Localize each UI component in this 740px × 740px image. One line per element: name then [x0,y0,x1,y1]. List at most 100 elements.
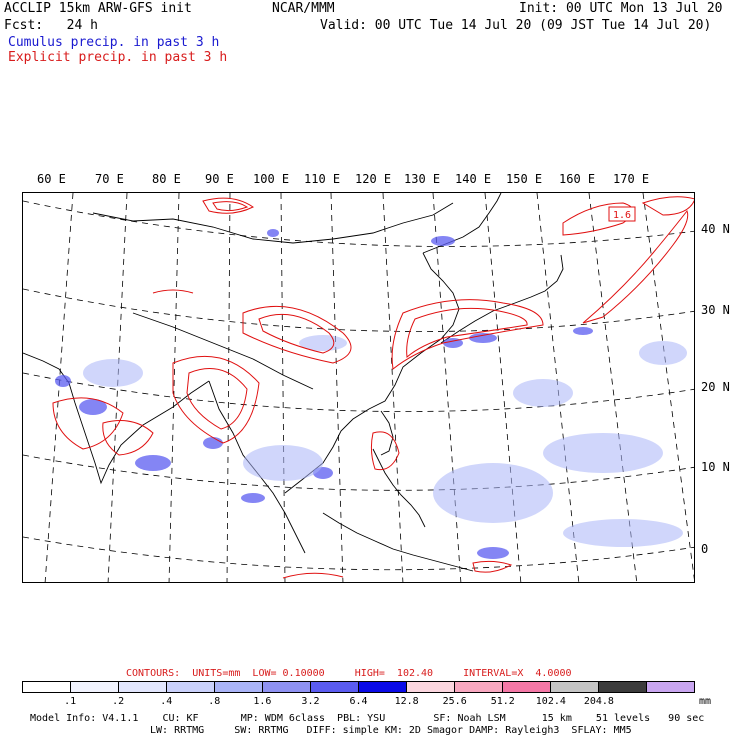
lon-label: 130 E [404,172,441,186]
explicit-contour [202,197,254,214]
philippines-coastline [372,448,426,528]
colorbar-cell [551,682,599,692]
meridian-line [432,193,462,582]
explicit-contour [212,201,249,212]
explicit-contour [282,572,344,579]
colorbar-tick-label: 102.4 [535,696,566,707]
lon-label: 160 E [559,172,596,186]
cumulus-area [243,445,323,481]
lon-label: 120 E [355,172,392,186]
meridian-line [280,193,286,582]
map-canvas: 1.6 [23,193,694,582]
cumulus-cell [431,236,455,246]
cumulus-area [433,463,553,523]
parallel-line [23,200,694,247]
lon-label: 100 E [253,172,290,186]
colorbar-cell [647,682,694,692]
cumulus-cell [203,437,223,449]
physics-info: LW: RRTMG SW: RRTMG DIFF: simple KM: 2D … [150,725,632,736]
lat-label: 30 N [701,303,730,317]
meridian-line [226,193,231,582]
colorbar-cell [599,682,647,692]
forecast-hour: Fcst: 24 h [4,18,98,33]
explicit-contour [102,420,154,456]
lon-label: 80 E [152,172,181,186]
model-title: ACCLIP 15km ARW-GFS init [4,1,192,16]
colorbar [22,681,695,693]
explicit-contour [258,313,335,354]
lon-label: 110 E [304,172,341,186]
init-time: Init: 00 UTC Mon 13 Jul 20 [519,1,723,16]
colorbar-cell [119,682,167,692]
cumulus-area [563,519,683,547]
explicit-legend: Explicit precip. in past 3 h [8,50,228,65]
india-coastline [23,352,210,485]
lon-label: 150 E [506,172,543,186]
lon-label: 140 E [455,172,492,186]
cumulus-area [639,341,687,365]
explicit-contour [641,196,694,216]
lat-label: 10 N [701,460,730,474]
explicit-contour [52,397,124,450]
colorbar-tick-label: 204.8 [583,696,614,707]
colorbar-cell [71,682,119,692]
colorbar-cell [215,682,263,692]
cumulus-legend: Cumulus precip. in past 3 h [8,35,220,50]
colorbar-cell [23,682,71,692]
explicit-contour [172,355,260,444]
himalaya-border [132,312,314,390]
colorbar-tick-label: 51.2 [490,696,515,707]
model-info: Model Info: V4.1.1 CU: KF MP: WDM 6class… [30,713,705,724]
northern-border [92,202,454,244]
colorbar-cell [359,682,407,692]
colorbar-cell [167,682,215,692]
colorbar-tick-label: .4 [160,696,173,707]
explicit-contour [472,560,513,573]
cumulus-area [543,433,663,473]
lon-label: 70 E [95,172,124,186]
lat-label: 20 N [701,380,730,394]
parallel-line [23,288,694,332]
explicit-contour [370,431,400,471]
lon-label: 170 E [613,172,650,186]
cumulus-area [83,359,143,387]
colorbar-tick-label: .8 [208,696,221,707]
institution-label: NCAR/MMM [272,1,335,16]
colorbar-tick-label: 12.8 [394,696,419,707]
lat-label: 40 N [701,222,730,236]
colorbar-tick-label: 1.6 [253,696,272,707]
colorbar-cell [311,682,359,692]
cumulus-cell [573,327,593,335]
explicit-contour [391,299,544,370]
colorbar-cell [263,682,311,692]
lat-label: 0 [701,542,709,556]
cumulus-cell [55,375,71,387]
explicit-contour [186,368,248,430]
colorbar-tick-label: .1 [64,696,77,707]
explicit-contour [242,305,352,364]
valid-time: Valid: 00 UTC Tue 14 Jul 20 (09 JST Tue … [320,18,712,33]
cumulus-area [513,379,573,407]
japan-coastline [440,254,564,344]
explicit-contour [582,210,689,324]
cumulus-cell [135,455,171,471]
colorbar-tick-label: 3.2 [301,696,320,707]
indonesia-coastline [322,512,474,572]
colorbar-cell [455,682,503,692]
colorbar-cell [407,682,455,692]
max-label: 1.6 [613,210,631,221]
graticule [23,193,694,582]
map-panel: 1.6 [22,192,695,583]
lon-label: 60 E [37,172,66,186]
explicit-contour [152,289,194,294]
cumulus-area [299,335,347,351]
max-label-box [608,206,636,222]
china-coastline [284,252,460,494]
colorbar-tick-label: 25.6 [442,696,467,707]
meridian-line [168,193,180,582]
cumulus-cell [79,399,107,415]
meridian-line [44,193,74,582]
colorbar-cell [503,682,551,692]
colorbar-tick-label: 6.4 [349,696,368,707]
cumulus-cell [469,333,497,343]
